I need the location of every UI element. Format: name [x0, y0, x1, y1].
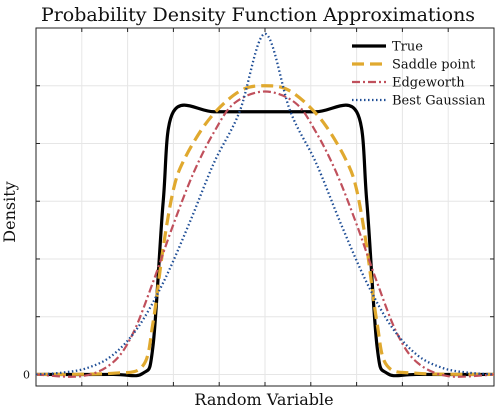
legend-label-true: True	[392, 40, 423, 55]
series-line-edgeworth	[35, 90, 495, 378]
ticks: 0	[23, 27, 494, 386]
x-axis-label: Random Variable	[194, 390, 333, 409]
legend-label-saddle-point: Saddle point	[392, 58, 476, 73]
series-layer	[35, 32, 495, 378]
legend-label-edgeworth: Edgeworth	[392, 76, 465, 91]
grid	[36, 27, 494, 386]
series-line-true	[35, 103, 495, 378]
chart-title: Probability Density Function Approximati…	[41, 4, 475, 26]
y-tick-label: 0	[23, 368, 30, 381]
legend: True Saddle point Edgeworth Best Gaussian	[352, 40, 486, 109]
legend-label-best-gaussian: Best Gaussian	[392, 94, 486, 109]
series-line-saddle-point	[35, 84, 495, 377]
series-line-best-gaussian	[35, 32, 495, 376]
y-axis-label: Density	[0, 181, 19, 242]
